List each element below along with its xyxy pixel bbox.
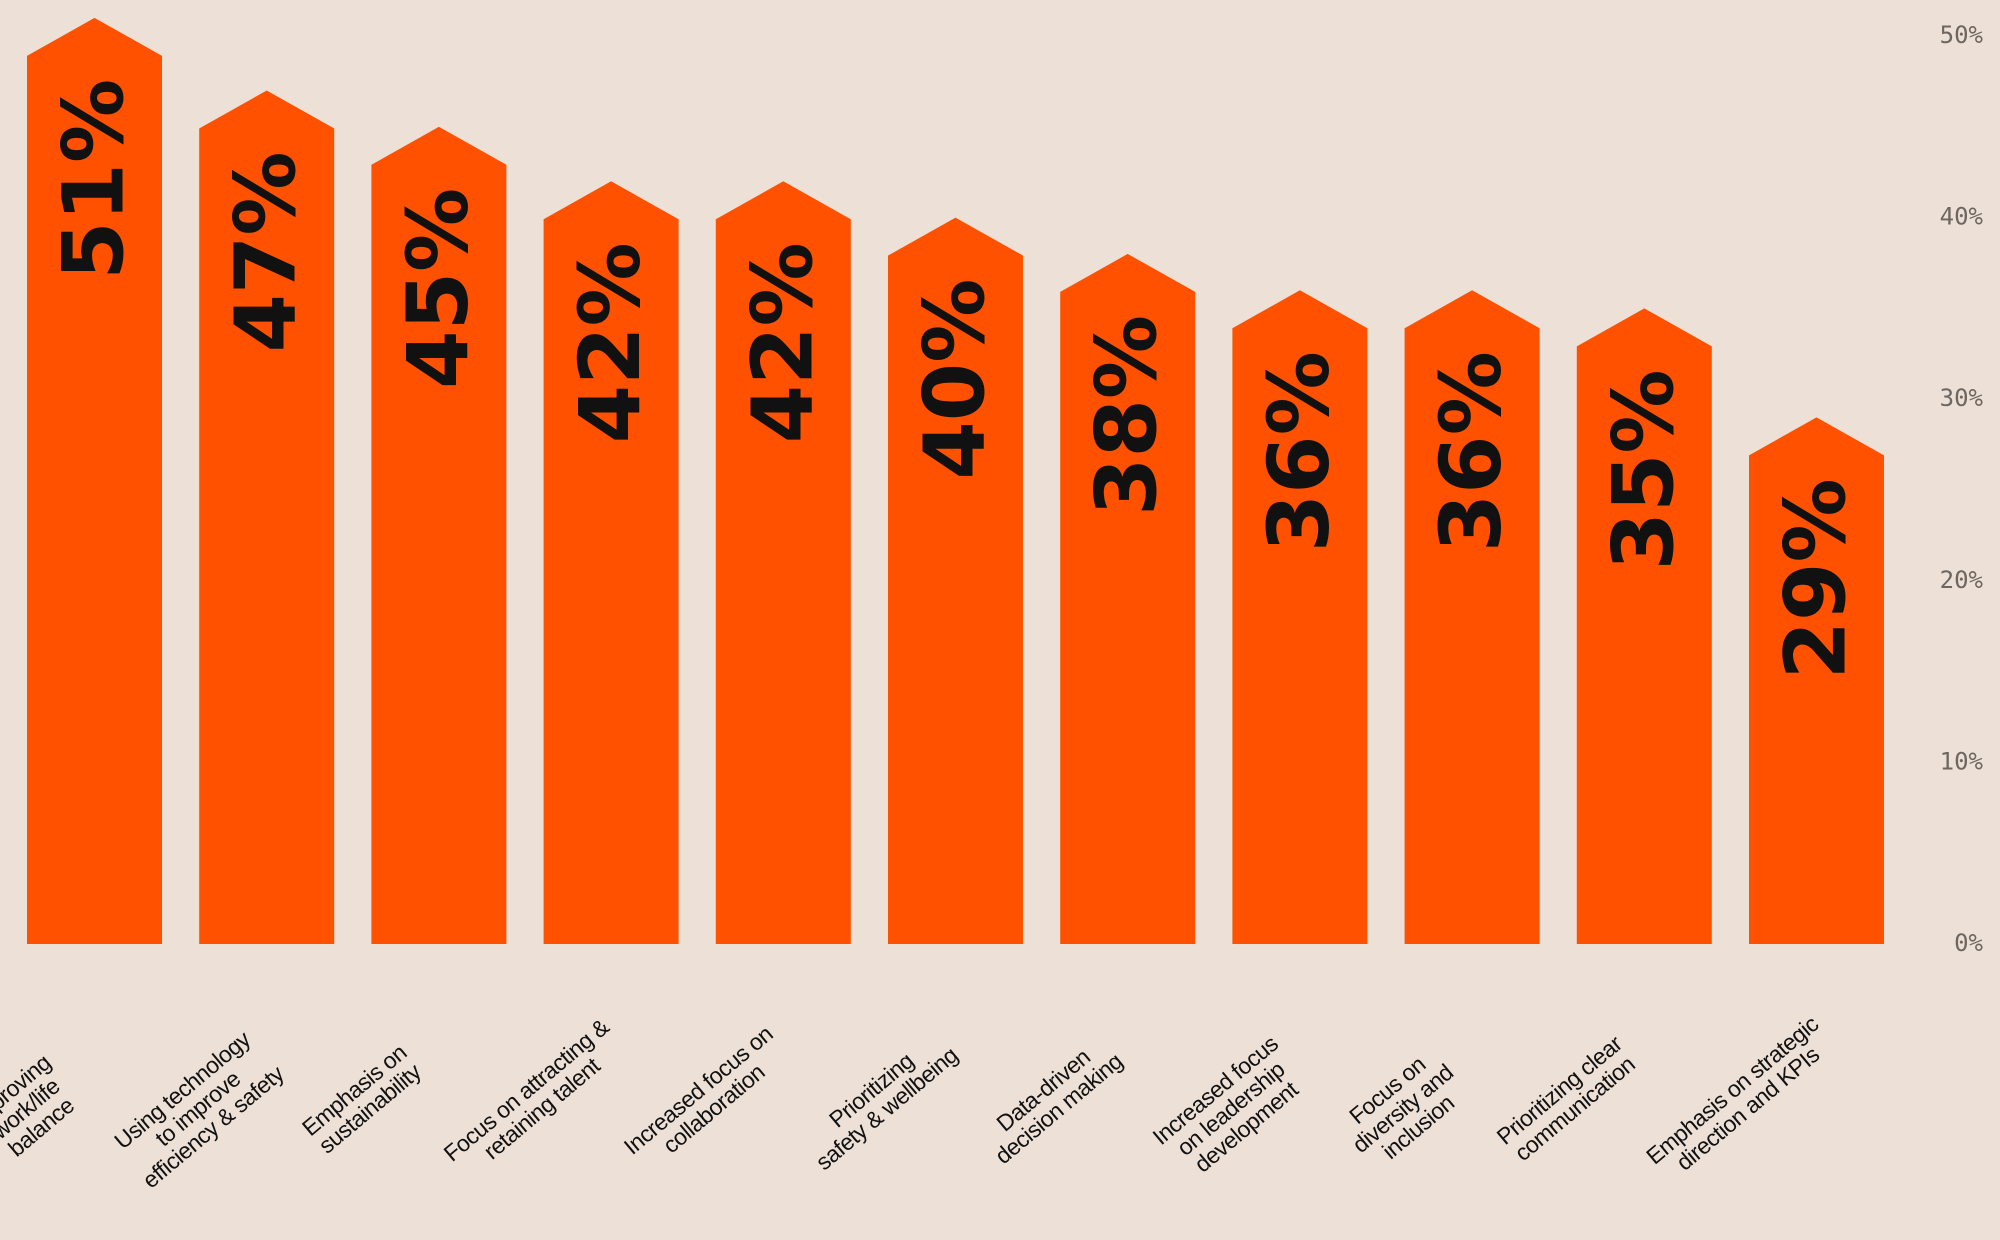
value-label: 29% <box>1767 478 1865 679</box>
y-tick-label: 10% <box>1940 747 1984 775</box>
value-label: 38% <box>1078 315 1176 516</box>
bar <box>1749 417 1884 944</box>
chart: 0% 10% 20% 30% 40% 50% 51% 47% 45% 42% 42% 40% 38% 36… <box>27 17 1984 957</box>
bar <box>1232 290 1368 944</box>
page: {"chart_data": {"type": "bar", "categori… <box>0 17 1984 1194</box>
value-label: 47% <box>217 151 315 352</box>
y-tick-label: 50% <box>1940 21 1984 49</box>
bar <box>27 17 162 944</box>
value-label: 35% <box>1594 369 1692 570</box>
bar <box>1060 253 1196 945</box>
bar <box>199 90 335 945</box>
bar <box>888 217 1023 945</box>
value-label: 42% <box>561 242 659 443</box>
value-label: 51% <box>45 79 143 280</box>
y-tick-label: 40% <box>1940 203 1984 231</box>
value-label: 45% <box>389 188 487 389</box>
y-tick-label: 20% <box>1940 566 1984 594</box>
value-label: 42% <box>733 242 831 443</box>
bar <box>1404 290 1540 944</box>
value-label: 36% <box>1422 351 1520 552</box>
value-label: 40% <box>906 279 1004 480</box>
bar <box>543 181 679 944</box>
y-tick-label: 30% <box>1940 384 1984 412</box>
bar <box>371 126 507 945</box>
bar <box>715 181 851 944</box>
y-tick-label: 0% <box>1954 929 1983 957</box>
bar <box>1576 308 1712 944</box>
value-label: 36% <box>1250 351 1348 552</box>
